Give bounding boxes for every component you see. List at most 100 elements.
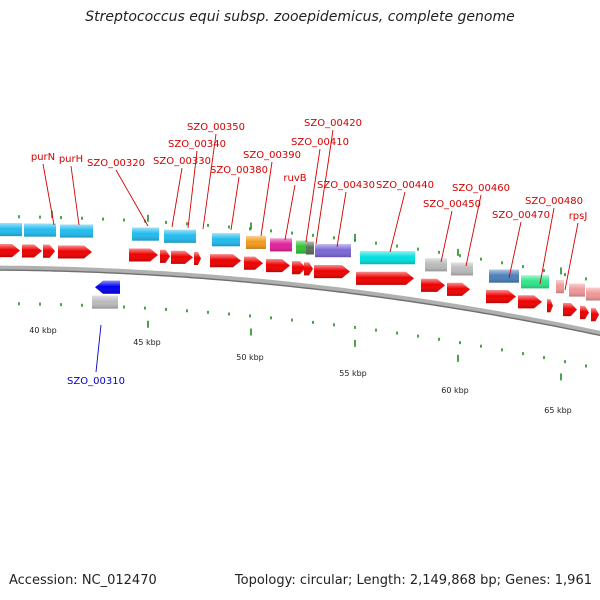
gene-label-szo00330-leader: [172, 168, 182, 227]
feature-box-12-shade: [360, 251, 415, 264]
cds-forward-9-shade: [210, 254, 241, 267]
cds-forward-4: [58, 246, 92, 259]
cds-forward-5-shade: [129, 249, 158, 262]
gene-label-szo00470: SZO_00470: [492, 210, 550, 221]
cds-forward-16-shade: [421, 279, 445, 292]
cds-forward-15-shade: [356, 272, 414, 285]
cds-reverse-szo00310: [95, 281, 120, 294]
feature-box-szo00310: [92, 296, 118, 309]
feature-box-18-shade: [569, 284, 585, 297]
feature-box-12: [360, 251, 415, 264]
genome-map: purNpurHSZO_00320SZO_00330SZO_00340SZO_0…: [0, 0, 600, 600]
feature-box-7: [246, 236, 266, 249]
gene-label-szo00430: SZO_00430: [317, 180, 375, 191]
gene-label-ruvb-leader: [285, 185, 295, 240]
gene-label-szo00390: SZO_00390: [243, 150, 301, 161]
feature-box-16: [521, 275, 549, 288]
feature-box-1: [0, 223, 22, 236]
cds-forward-17: [447, 283, 470, 296]
feature-box-10-shade: [306, 242, 314, 255]
cds-forward-4-shade: [58, 246, 92, 259]
gene-label-purh: purH: [59, 154, 83, 165]
cds-forward-19-shade: [518, 295, 542, 308]
gene-label-szo00320: SZO_00320: [87, 158, 145, 169]
feature-box-15-shade: [489, 270, 519, 283]
gene-label-szo00350: SZO_00350: [187, 122, 245, 133]
cds-forward-11: [266, 259, 290, 272]
cds-forward-16: [421, 279, 445, 292]
feature-box-19-shade: [586, 288, 600, 301]
cds-forward-5: [129, 249, 158, 262]
cds-forward-6: [160, 250, 170, 263]
cds-forward-22-shade: [580, 306, 589, 319]
cds-forward-22: [580, 306, 589, 319]
feature-box-5: [164, 230, 196, 243]
scale-label-40-kbp: 40 kbp: [29, 326, 57, 335]
feature-box-18: [569, 284, 585, 297]
cds-forward-12: [292, 261, 306, 274]
feature-box-10: [306, 242, 314, 255]
cds-forward-10: [244, 257, 263, 270]
feature-box-4: [132, 228, 159, 241]
feature-box-17: [556, 280, 564, 293]
scale-label-55-kbp: 55 kbp: [339, 369, 367, 378]
cds-forward-18-shade: [486, 290, 516, 303]
scale-label-45-kbp: 45 kbp: [133, 338, 161, 347]
feature-box-8: [270, 238, 292, 251]
feature-box-3-shade: [60, 225, 93, 238]
cds-forward-12-shade: [292, 261, 306, 274]
feature-box-15: [489, 270, 519, 283]
gene-label-szo00320-leader: [116, 170, 148, 226]
feature-box-2-shade: [24, 224, 56, 237]
gene-label-rpsj: rpsJ: [569, 211, 588, 222]
gene-label-purh-leader: [71, 166, 79, 225]
cds-forward-2-shade: [22, 244, 42, 257]
gene-label-szo00470-leader: [509, 222, 521, 278]
scale-labels: 40 kbp45 kbp50 kbp55 kbp60 kbp65 kbp: [29, 326, 572, 415]
gene-label-ruvb: ruvB: [283, 173, 306, 184]
cds-forward-18: [486, 290, 516, 303]
feature-box-5-shade: [164, 230, 196, 243]
scale-label-60-kbp: 60 kbp: [441, 386, 469, 395]
accession-label: Accession: NC_012470: [9, 573, 157, 588]
cds-forward-2: [22, 244, 42, 257]
gene-label-szo00410: SZO_00410: [291, 137, 349, 148]
genome-map-canvas: Streptococcus equi subsp. zooepidemicus,…: [0, 0, 600, 600]
gene-label-purn-leader: [43, 164, 54, 225]
feature-box-1-shade: [0, 223, 22, 236]
feature-box-7-shade: [246, 236, 266, 249]
cds-forward-1-shade: [0, 244, 20, 257]
scale-label-65-kbp: 65 kbp: [544, 406, 572, 415]
feature-box-6-shade: [212, 233, 240, 246]
gene-label-szo00480: SZO_00480: [525, 196, 583, 207]
cds-forward-23-shade: [591, 308, 599, 321]
cds-forward-3: [43, 245, 55, 258]
feature-box-szo00310-shade: [92, 296, 118, 309]
cds-forward-3-shade: [43, 245, 55, 258]
cds-forward-10-shade: [244, 257, 263, 270]
cds-forward-1: [0, 244, 20, 257]
cds-forward-14-shade: [314, 265, 350, 278]
gene-label-szo00420: SZO_00420: [304, 118, 362, 129]
feature-box-13: [425, 258, 447, 271]
gene-label-szo00340: SZO_00340: [168, 139, 226, 150]
feature-box-14-shade: [451, 262, 473, 275]
gene-label-rpsj-leader: [565, 223, 578, 290]
gene-label-szo00450-leader: [441, 211, 452, 262]
gene-label-szo00440-leader: [390, 192, 405, 252]
feature-box-17-shade: [556, 280, 564, 293]
gene-label-szo00430-leader: [337, 192, 346, 247]
gene-label-szo00380-leader: [231, 177, 239, 230]
feature-box-6: [212, 233, 240, 246]
feature-box-8-shade: [270, 238, 292, 251]
gene-label-szo00410-leader: [306, 149, 320, 242]
cds-forward-23: [591, 308, 599, 321]
cds-forward-7: [171, 251, 193, 264]
feature-box-11: [315, 244, 351, 257]
feature-box-4-shade: [132, 228, 159, 241]
feature-box-11-shade: [315, 244, 351, 257]
feature-box-2: [24, 224, 56, 237]
cds-forward-21-shade: [563, 303, 577, 316]
gene-label-szo00310: SZO_00310: [67, 376, 125, 387]
gene-label-szo00330: SZO_00330: [153, 156, 211, 167]
